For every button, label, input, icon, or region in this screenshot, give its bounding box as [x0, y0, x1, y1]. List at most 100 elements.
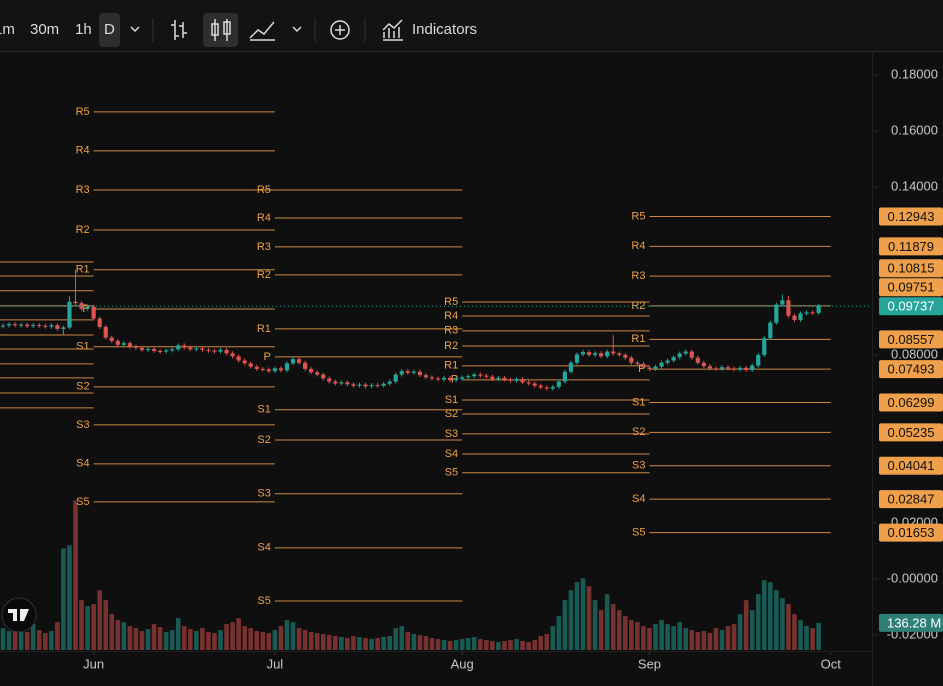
volume-bar	[290, 622, 296, 650]
x-tick-label: Jul	[267, 656, 284, 671]
candle-body	[653, 366, 658, 369]
candle-body	[605, 351, 610, 357]
volume-bar	[556, 616, 562, 650]
candle-body	[375, 385, 380, 387]
volume-bar	[188, 629, 193, 650]
compare-icon[interactable]	[330, 20, 350, 40]
candle-body	[423, 375, 429, 378]
pivot-price-tag	[879, 207, 943, 226]
volume-bar	[725, 626, 731, 650]
candle-body	[780, 300, 785, 305]
pivot-label: R2	[631, 300, 645, 312]
candle-body	[441, 377, 447, 380]
volume-bar	[85, 606, 90, 650]
volume-bar	[647, 628, 652, 650]
logo	[8, 609, 29, 621]
pivot-price-tag	[879, 423, 943, 442]
volume-bar	[351, 636, 356, 650]
volume-bar	[526, 642, 531, 650]
volume-bar	[574, 582, 580, 650]
indicators-icon[interactable]	[382, 19, 403, 41]
volume-bar	[798, 620, 803, 650]
candle-body	[387, 381, 392, 384]
volume-bar	[36, 630, 42, 650]
candle-body	[405, 371, 410, 373]
candle-body	[435, 378, 441, 380]
candle-body	[260, 368, 265, 370]
candle-body	[550, 386, 555, 389]
pivot-label: P	[264, 351, 271, 363]
candle-body	[206, 349, 211, 351]
candle-body	[357, 384, 362, 386]
pivot-price-tag-label: 0.06299	[888, 395, 935, 410]
candle-body	[532, 383, 537, 386]
interval-button[interactable]: 1m	[0, 21, 15, 38]
pivot-label: R3	[631, 270, 645, 282]
volume-bar	[586, 586, 592, 650]
pivot-label: S1	[632, 396, 645, 408]
candle-body	[659, 362, 664, 367]
interval-button[interactable]: D	[104, 21, 115, 38]
volume-bar	[133, 628, 139, 650]
interval-button[interactable]: 30m	[30, 21, 59, 38]
candle-body	[115, 340, 120, 345]
volume-bar	[532, 640, 537, 650]
volume-bar	[514, 639, 519, 650]
volume-bar	[689, 630, 695, 650]
volume-bar	[24, 632, 30, 650]
chart-type-menu[interactable]	[292, 26, 302, 33]
volume-bar	[61, 548, 66, 650]
pivot-label: R1	[257, 323, 271, 335]
candle-body	[369, 385, 374, 387]
candle-body	[345, 382, 350, 385]
volume-bar	[157, 627, 163, 650]
pivot-label: S1	[76, 341, 89, 353]
volume-bar	[804, 626, 809, 650]
interval-menu[interactable]	[130, 26, 140, 33]
volume-bar	[151, 624, 157, 650]
candle-body	[731, 368, 737, 370]
volume-bar	[357, 637, 362, 650]
volume-bar	[768, 582, 773, 650]
x-tick-label: Jun	[83, 656, 104, 671]
volume-bar	[194, 631, 199, 650]
volume-bar	[163, 632, 169, 650]
volume-bar	[399, 626, 405, 650]
candle-body	[79, 303, 84, 309]
pivot-label: S3	[257, 488, 270, 500]
interval-button[interactable]: 1h	[75, 21, 92, 38]
candle-body	[514, 378, 519, 381]
pivot-label: S4	[76, 458, 89, 470]
candle-body	[586, 352, 592, 355]
candle-body	[127, 343, 132, 347]
candle-body	[200, 348, 205, 350]
candle-body	[611, 351, 616, 354]
volume-bar	[181, 626, 187, 650]
volume-bar	[6, 631, 12, 650]
candle-body	[43, 325, 48, 327]
volume-bar	[30, 624, 36, 650]
pivot-label: S5	[632, 527, 645, 539]
candle-body	[574, 354, 580, 363]
candle-body	[683, 351, 688, 354]
compare-icon	[335, 25, 345, 35]
pivot-label: R3	[257, 241, 271, 253]
candle-body	[176, 345, 181, 350]
pivot-label: S4	[445, 448, 458, 460]
candle-body	[562, 371, 567, 382]
volume-bar	[707, 633, 713, 650]
candle-body	[315, 372, 320, 375]
pivot-label: R4	[76, 145, 90, 157]
pivot-label: R5	[76, 106, 90, 118]
candle-body	[321, 374, 326, 379]
volume-bar	[145, 629, 151, 650]
candles-icon	[223, 21, 231, 35]
candle-body	[296, 359, 302, 363]
volume-bar	[616, 610, 622, 650]
indicators-button[interactable]: Indicators	[412, 21, 477, 38]
candle-body	[164, 350, 169, 352]
bars-icon[interactable]	[171, 20, 187, 40]
area-icon[interactable]	[249, 21, 275, 41]
candle-body	[538, 385, 543, 388]
